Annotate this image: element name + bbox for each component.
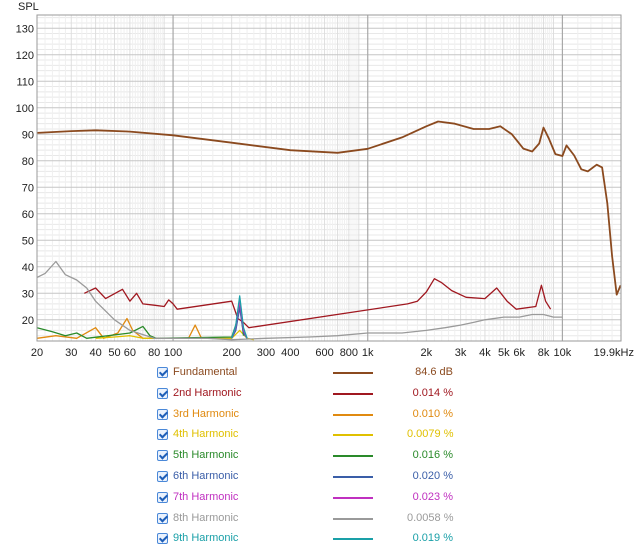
legend-swatch xyxy=(333,496,373,499)
legend-row-8th-harmonic: 8th Harmonic 0.0058 % xyxy=(157,510,457,531)
y-tick-label: 80 xyxy=(22,156,34,168)
x-tick-label: 300 xyxy=(257,347,275,359)
legend-row-fundamental: Fundamental 84.6 dB xyxy=(157,364,457,385)
y-tick-label: 130 xyxy=(16,23,34,35)
series-line-6th-harmonic xyxy=(231,307,248,339)
legend-swatch xyxy=(333,413,373,416)
y-tick-label: 40 xyxy=(22,262,34,274)
legend-row-5th-harmonic: 5th Harmonic 0.016 % xyxy=(157,447,457,468)
legend-row-9th-harmonic: 9th Harmonic 0.019 % xyxy=(157,530,457,551)
series-line-9th-harmonic xyxy=(231,295,248,339)
legend-checkbox[interactable] xyxy=(157,470,168,482)
legend-series-name: 3rd Harmonic xyxy=(173,407,240,420)
major-grid xyxy=(37,15,621,341)
x-tick-label: 10k xyxy=(554,347,572,359)
legend-row-4th-harmonic: 4th Harmonic 0.0079 % xyxy=(157,426,457,447)
legend-series-name: 4th Harmonic xyxy=(173,428,239,441)
x-tick-label: 800 xyxy=(340,347,358,359)
y-tick-label: 100 xyxy=(16,103,34,115)
x-tick-label: 2k xyxy=(421,347,433,359)
legend-swatch xyxy=(333,475,373,478)
legend-swatch xyxy=(333,392,373,395)
legend-series-name: 2nd Harmonic xyxy=(173,386,242,399)
legend-series-value: 0.010 % xyxy=(412,407,453,420)
x-tick-label: 60 xyxy=(124,347,136,359)
minor-grid xyxy=(36,15,622,341)
y-tick-label: 70 xyxy=(22,182,34,194)
x-tick-label: 200 xyxy=(222,347,240,359)
x-tick-label: 40 xyxy=(89,347,101,359)
legend-series-value: 0.020 % xyxy=(412,469,453,482)
y-tick-label: 90 xyxy=(22,129,34,141)
y-tick-label: 110 xyxy=(16,76,34,88)
y-axis-label: SPL xyxy=(18,1,39,13)
y-tick-label: 50 xyxy=(22,235,34,247)
legend-series-value: 0.016 % xyxy=(412,449,453,462)
x-tick-label: 6k xyxy=(513,347,525,359)
x-tick-label: 3k xyxy=(455,347,467,359)
legend-swatch xyxy=(333,538,373,541)
legend-checkbox[interactable] xyxy=(157,367,168,378)
legend-series-name: 5th Harmonic xyxy=(173,449,239,462)
legend-row-2nd-harmonic: 2nd Harmonic 0.014 % xyxy=(157,385,457,406)
y-tick-labels: 20 30 40 50 60 70 80 90 100 110 120 130 xyxy=(16,23,34,327)
x-tick-label: 4k xyxy=(479,347,491,359)
legend-row-6th-harmonic: 6th Harmonic 0.020 % xyxy=(157,468,457,489)
series-line-8th-harmonic xyxy=(36,260,563,341)
plot-frame xyxy=(36,14,622,342)
series-line-fundamental xyxy=(36,120,622,296)
legend-swatch xyxy=(333,455,373,458)
x-tick-label: 30 xyxy=(65,347,77,359)
legend-checkbox[interactable] xyxy=(157,429,168,441)
legend-checkbox[interactable] xyxy=(157,387,168,399)
x-tick-label: 20 xyxy=(31,347,43,359)
legend-series-value: 0.014 % xyxy=(412,386,453,399)
series-line-2nd-harmonic xyxy=(84,278,552,329)
legend-series-name: 6th Harmonic xyxy=(173,469,239,482)
legend-row-7th-harmonic: 7th Harmonic 0.023 % xyxy=(157,489,457,510)
legend-series-name: 7th Harmonic xyxy=(173,490,239,503)
x-tick-label: 19.9kHz xyxy=(594,347,634,359)
x-tick-label: 400 xyxy=(281,347,299,359)
legend-series-name: Fundamental xyxy=(173,366,238,378)
legend-series-name: 9th Harmonic xyxy=(173,532,239,545)
legend-series-value: 84.6 dB xyxy=(415,366,453,378)
legend-series-value: 0.0079 % xyxy=(407,428,454,441)
legend-swatch xyxy=(333,517,373,520)
x-tick-label: 8k xyxy=(538,347,550,359)
legend-series-name: 8th Harmonic xyxy=(173,511,239,524)
legend-checkbox[interactable] xyxy=(157,408,168,420)
series-lines xyxy=(36,120,622,341)
x-tick-label: 5k xyxy=(498,347,510,359)
x-tick-label: 1k xyxy=(362,347,374,359)
y-tick-label: 30 xyxy=(22,288,34,300)
y-tick-label: 20 xyxy=(22,315,34,327)
x-tick-label: 100 xyxy=(164,347,182,359)
legend-swatch xyxy=(333,434,373,437)
legend-series-value: 0.019 % xyxy=(412,532,453,545)
legend: Fundamental 84.6 dB 2nd Harmonic 0.014 % 3rd… xyxy=(157,364,457,551)
legend-checkbox[interactable] xyxy=(157,450,168,462)
legend-series-value: 0.0058 % xyxy=(407,511,454,524)
legend-series-value: 0.023 % xyxy=(412,490,453,503)
x-tick-label: 600 xyxy=(315,347,333,359)
x-tick-label: 80 xyxy=(148,347,160,359)
legend-checkbox[interactable] xyxy=(157,533,168,545)
legend-checkbox[interactable] xyxy=(157,491,168,503)
x-tick-label: 50 xyxy=(108,347,120,359)
x-tick-labels: 20 30 40 50 60 80 100 200 300 400 600 800 1k 2k 3k 4k 5k… xyxy=(31,347,634,359)
legend-checkbox[interactable] xyxy=(157,512,168,524)
y-tick-label: 120 xyxy=(16,50,34,62)
legend-swatch xyxy=(333,372,373,374)
y-tick-label: 60 xyxy=(22,209,34,221)
legend-row-3rd-harmonic: 3rd Harmonic 0.010 % xyxy=(157,406,457,427)
